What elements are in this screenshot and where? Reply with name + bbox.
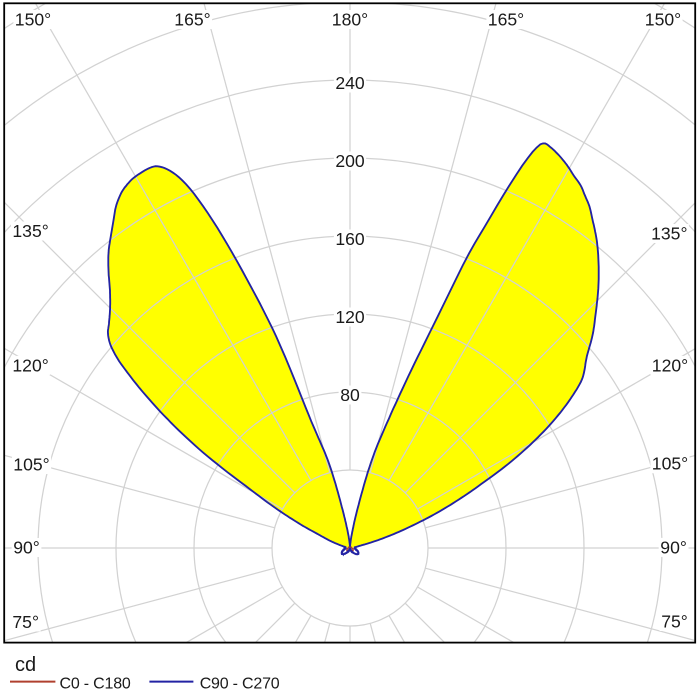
svg-text:200: 200 (335, 151, 365, 171)
svg-text:135°: 135° (651, 224, 687, 244)
svg-text:165°: 165° (488, 10, 524, 30)
svg-text:105°: 105° (652, 454, 688, 474)
svg-text:90°: 90° (13, 538, 40, 558)
svg-text:150°: 150° (15, 10, 51, 30)
svg-text:75°: 75° (12, 612, 39, 632)
svg-text:105°: 105° (13, 455, 49, 475)
svg-text:120°: 120° (652, 355, 688, 375)
svg-text:135°: 135° (12, 221, 48, 241)
svg-text:75°: 75° (661, 612, 688, 632)
svg-text:120°: 120° (12, 355, 48, 375)
svg-text:160: 160 (335, 229, 365, 249)
svg-text:C0 - C180: C0 - C180 (60, 676, 131, 693)
svg-text:180°: 180° (332, 10, 368, 30)
svg-text:120: 120 (335, 307, 365, 327)
svg-text:240: 240 (335, 73, 365, 93)
svg-text:80: 80 (340, 385, 360, 405)
svg-text:150°: 150° (645, 10, 681, 30)
svg-text:90°: 90° (660, 537, 687, 557)
svg-text:165°: 165° (174, 10, 210, 30)
svg-text:C90 - C270: C90 - C270 (200, 676, 280, 693)
svg-text:cd: cd (15, 654, 36, 676)
